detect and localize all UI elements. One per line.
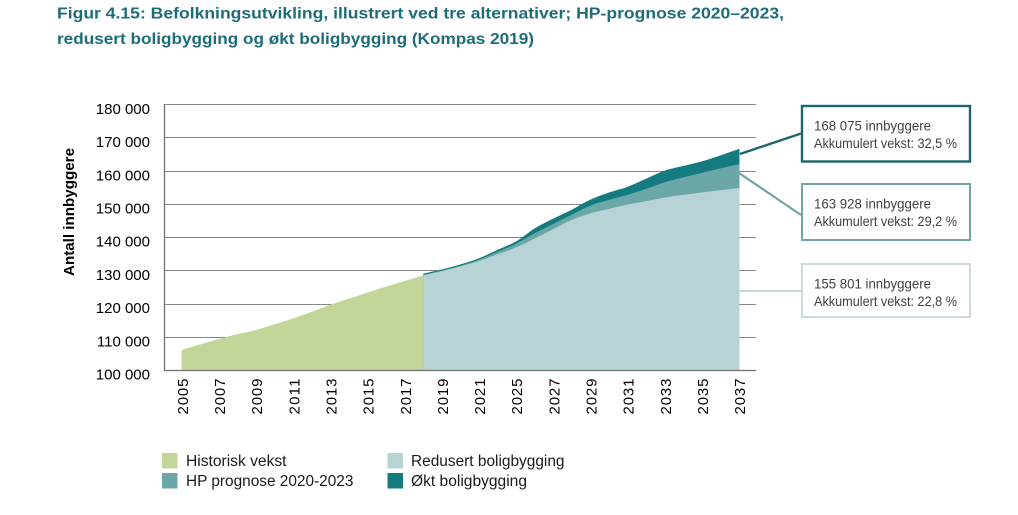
svg-text:130 000: 130 000	[96, 267, 150, 284]
svg-text:140 000: 140 000	[96, 234, 150, 251]
svg-text:Akkumulert vekst: 32,5 %: Akkumulert vekst: 32,5 %	[814, 135, 957, 151]
svg-text:Akkumulert vekst: 22,8 %: Akkumulert vekst: 22,8 %	[814, 293, 957, 309]
svg-text:2025: 2025	[509, 379, 526, 415]
svg-text:155 801 innbyggere: 155 801 innbyggere	[814, 276, 931, 292]
svg-text:2031: 2031	[621, 379, 638, 415]
svg-text:2015: 2015	[361, 379, 378, 415]
svg-text:2013: 2013	[324, 379, 341, 415]
svg-text:2033: 2033	[658, 379, 675, 415]
svg-text:2007: 2007	[212, 379, 229, 415]
svg-text:2011: 2011	[286, 379, 303, 415]
svg-text:Akkumulert vekst: 29,2 %: Akkumulert vekst: 29,2 %	[814, 213, 957, 229]
svg-text:redusert boligbygging og økt b: redusert boligbygging og økt boligbyggin…	[57, 31, 534, 48]
svg-text:170 000: 170 000	[96, 134, 150, 151]
svg-text:HP prognose 2020-2023: HP prognose 2020-2023	[186, 473, 353, 490]
svg-text:120 000: 120 000	[96, 300, 150, 317]
svg-text:2029: 2029	[584, 379, 601, 415]
svg-text:2027: 2027	[546, 379, 563, 415]
svg-text:2021: 2021	[472, 379, 489, 415]
svg-text:2005: 2005	[175, 379, 192, 415]
svg-text:2037: 2037	[732, 379, 749, 415]
svg-text:Antall innbyggere: Antall innbyggere	[61, 148, 78, 276]
svg-text:150 000: 150 000	[96, 201, 150, 218]
svg-text:2017: 2017	[398, 379, 415, 415]
svg-text:Historisk vekst: Historisk vekst	[186, 453, 287, 470]
svg-text:Figur 4.15: Befolkningsutvikli: Figur 4.15: Befolkningsutvikling, illust…	[57, 5, 784, 22]
svg-text:100 000: 100 000	[96, 367, 150, 384]
svg-text:160 000: 160 000	[96, 167, 150, 184]
svg-text:Redusert boligbygging: Redusert boligbygging	[411, 453, 565, 470]
svg-text:168 075 innbyggere: 168 075 innbyggere	[814, 117, 931, 133]
svg-text:Økt boligbygging: Økt boligbygging	[411, 473, 527, 490]
svg-text:2019: 2019	[435, 379, 452, 415]
svg-text:110 000: 110 000	[97, 333, 150, 350]
svg-text:163 928 innbyggere: 163 928 innbyggere	[814, 196, 931, 212]
svg-text:2035: 2035	[695, 379, 712, 415]
svg-text:2009: 2009	[249, 379, 266, 415]
svg-text:180 000: 180 000	[96, 101, 150, 118]
